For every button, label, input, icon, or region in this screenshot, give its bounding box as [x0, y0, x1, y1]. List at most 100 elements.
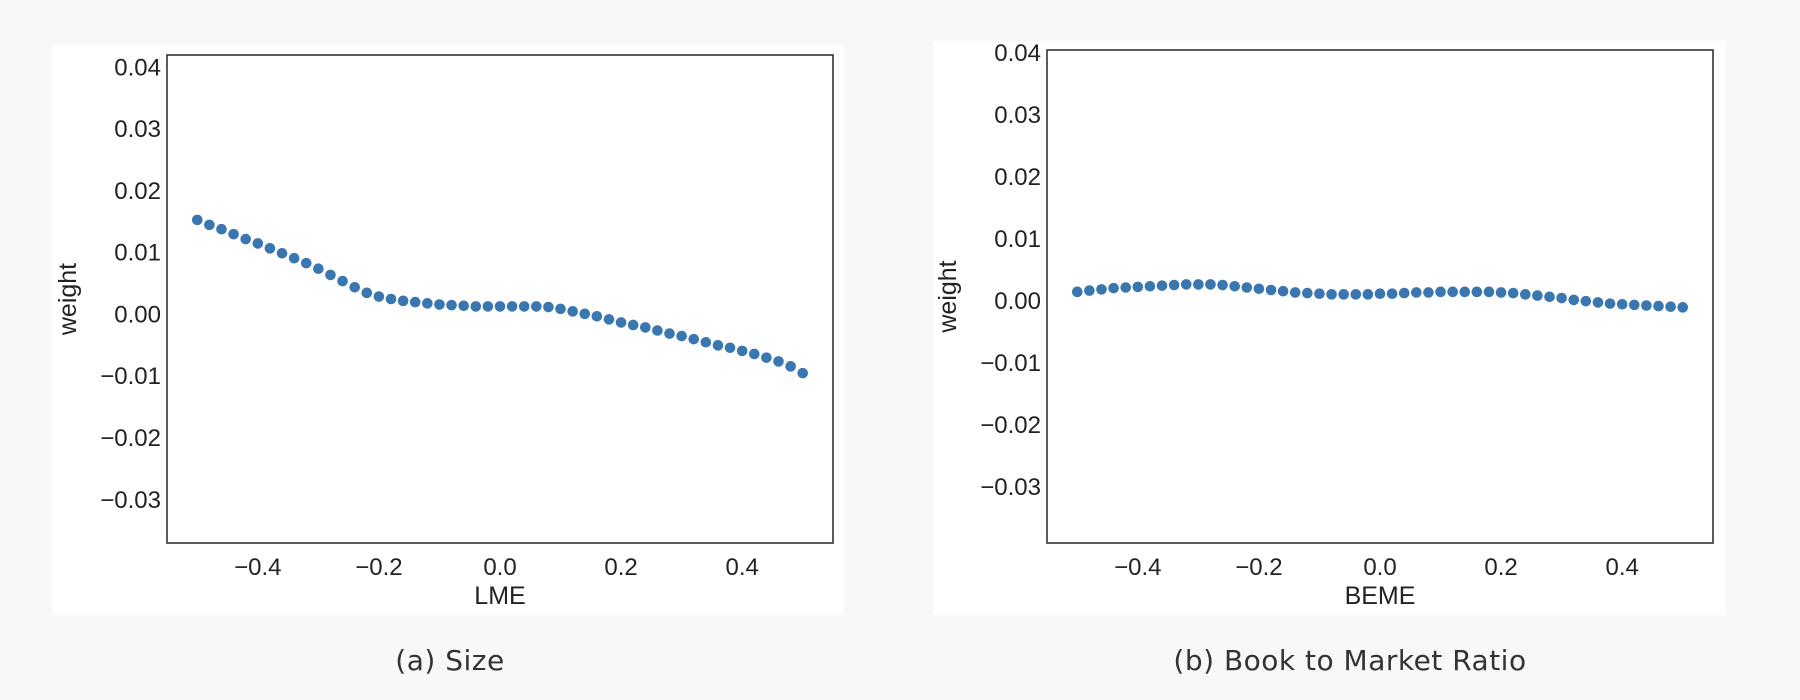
- data-point: [446, 299, 457, 311]
- data-point: [1386, 288, 1398, 300]
- plot-background: [52, 45, 844, 615]
- data-point: [1168, 279, 1180, 291]
- data-point: [204, 219, 215, 231]
- data-point: [1459, 286, 1471, 298]
- data-point: [1205, 279, 1216, 290]
- data-point: [1398, 287, 1410, 299]
- data-point: [1253, 283, 1265, 295]
- data-point: [434, 299, 445, 310]
- data-point: [325, 269, 336, 281]
- x-tick-label: 0.0: [483, 554, 516, 581]
- data-point: [676, 330, 687, 342]
- y-tick-label: 0.04: [114, 54, 161, 81]
- x-axis-label: BEME: [1345, 582, 1416, 610]
- data-point: [797, 367, 809, 379]
- x-tick-label: −0.4: [234, 554, 281, 581]
- x-tick-label: 0.4: [1605, 554, 1638, 581]
- plot-background: [933, 41, 1725, 615]
- data-point: [1338, 289, 1349, 300]
- data-point: [1108, 282, 1119, 294]
- data-point: [1071, 286, 1083, 298]
- data-point: [1132, 281, 1144, 293]
- data-point: [1144, 280, 1156, 292]
- data-point: [579, 308, 591, 320]
- data-point: [785, 361, 796, 372]
- beme-scatter-chart: 0.04 0.03 0.02 0.01 0.00 −0.01 −0.02 −0.03 −0.4 −…: [934, 40, 1714, 610]
- data-point: [397, 295, 409, 307]
- data-point: [313, 263, 324, 275]
- data-point: [1507, 287, 1519, 299]
- figure-panel-book-to-market: 0.04 0.03 0.02 0.01 0.00 −0.01 −0.02 −0.03 −0.4 −…: [900, 0, 1800, 700]
- data-point: [1350, 289, 1362, 300]
- y-tick-label: 0.01: [994, 226, 1041, 253]
- x-tick-label: 0.2: [1484, 554, 1517, 581]
- data-point: [1495, 287, 1507, 298]
- data-point: [1326, 289, 1337, 300]
- data-point: [664, 328, 675, 339]
- data-point: [458, 300, 469, 312]
- data-point: [1374, 288, 1386, 300]
- data-point: [216, 223, 227, 235]
- y-tick-label: 0.03: [994, 102, 1041, 129]
- data-point: [1180, 279, 1192, 290]
- data-point: [337, 275, 348, 287]
- data-point: [1084, 285, 1095, 296]
- x-tick-label: −0.2: [355, 554, 402, 581]
- data-point: [652, 325, 663, 336]
- data-point: [748, 348, 760, 360]
- caption-book-to-market: (b) Book to Market Ratio: [1173, 644, 1527, 677]
- data-point: [1568, 294, 1580, 306]
- data-point: [1314, 288, 1325, 300]
- y-tick-label: −0.02: [100, 425, 161, 452]
- data-point: [736, 345, 748, 357]
- x-tick-label: 0.2: [604, 554, 637, 581]
- data-point: [288, 252, 300, 264]
- data-point: [1229, 280, 1240, 292]
- data-point: [409, 296, 421, 308]
- data-point: [1156, 280, 1168, 291]
- y-tick-label: −0.03: [980, 474, 1041, 501]
- data-point: [1435, 286, 1446, 298]
- data-point: [191, 214, 203, 226]
- data-point: [1592, 297, 1604, 308]
- data-point: [1665, 301, 1676, 313]
- y-tick-label: −0.02: [980, 412, 1041, 439]
- data-point: [1616, 298, 1628, 310]
- data-point: [264, 243, 276, 254]
- data-point: [615, 317, 627, 328]
- data-point: [1217, 279, 1228, 291]
- data-point: [385, 293, 397, 305]
- data-point: [252, 238, 264, 249]
- data-point: [518, 301, 530, 312]
- data-point: [1544, 291, 1555, 303]
- data-point: [591, 310, 603, 322]
- x-axis-label: LME: [474, 582, 525, 610]
- data-point: [300, 257, 312, 269]
- data-point: [361, 287, 373, 299]
- figure-panel-size: 0.04 0.03 0.02 0.01 0.00 −0.01 −0.02 −0.03 −0.4 −…: [52, 45, 844, 677]
- data-point: [1580, 295, 1592, 307]
- data-point: [712, 340, 724, 351]
- data-point: [724, 342, 736, 354]
- data-point: [1277, 285, 1289, 297]
- y-axis-label: weight: [54, 263, 82, 336]
- y-tick-label: 0.04: [994, 40, 1041, 67]
- y-tick-label: 0.00: [114, 301, 161, 328]
- data-point: [531, 301, 542, 312]
- data-point: [761, 352, 772, 363]
- y-tick-label: 0.00: [994, 288, 1041, 315]
- y-axis-label: weight: [934, 260, 962, 333]
- y-tick-label: 0.03: [114, 116, 161, 143]
- data-point: [640, 322, 651, 333]
- data-point: [228, 228, 239, 240]
- x-tick-label: −0.4: [1114, 554, 1161, 581]
- data-point: [1120, 282, 1132, 293]
- data-point: [1302, 287, 1313, 299]
- data-point: [470, 301, 482, 312]
- data-point: [276, 247, 288, 259]
- data-point: [555, 303, 566, 315]
- data-point: [543, 301, 554, 313]
- caption-size: (a) Size: [395, 644, 505, 677]
- size-scatter-chart: 0.04 0.03 0.02 0.01 0.00 −0.01 −0.02 −0.03 −0.4 −…: [54, 54, 834, 610]
- data-point: [1362, 289, 1374, 300]
